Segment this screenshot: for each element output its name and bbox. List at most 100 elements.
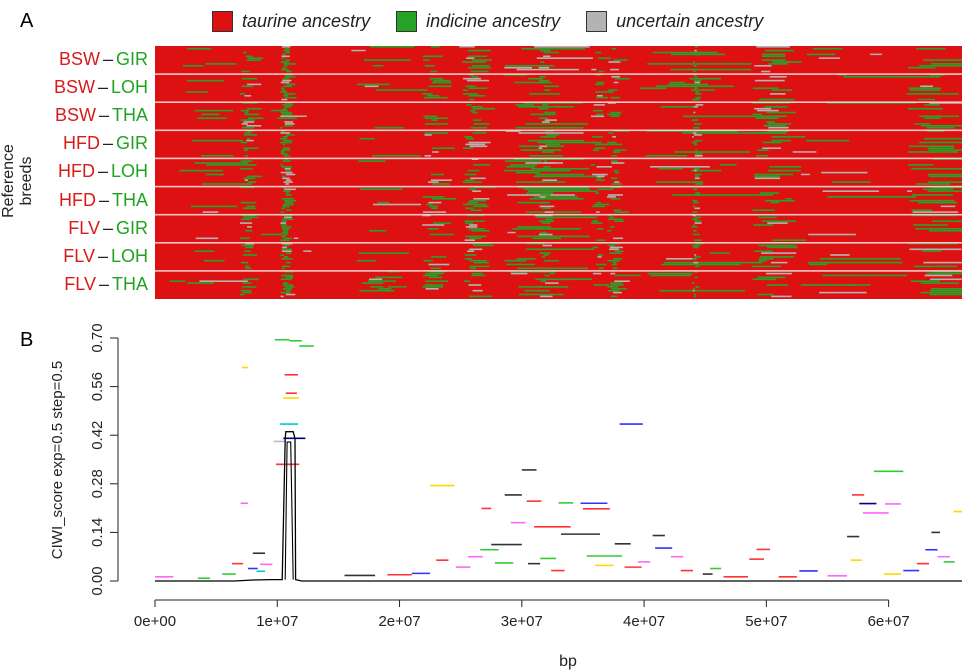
indicine-segment	[931, 288, 962, 290]
indicine-segment	[464, 179, 474, 181]
indicine-segment	[282, 160, 291, 162]
indicine-segment	[473, 261, 489, 264]
uncertain-segment	[771, 295, 792, 298]
indicine-segment	[244, 250, 251, 252]
indicine-segment	[611, 155, 617, 157]
indicine-segment	[752, 113, 762, 116]
indicine-segment	[282, 205, 290, 208]
indicine-segment	[806, 139, 850, 142]
indicine-segment	[660, 106, 699, 108]
indicine-segment	[468, 66, 491, 69]
indicine-segment	[595, 51, 602, 54]
uncertain-segment	[693, 106, 698, 108]
indicine-segment	[535, 278, 592, 281]
indicine-segment	[682, 132, 787, 134]
indicine-segment	[927, 173, 962, 176]
indicine-segment	[280, 278, 292, 281]
ancestry-segment	[801, 173, 810, 176]
indicine-segment	[542, 201, 550, 204]
indicine-segment	[597, 188, 614, 191]
indicine-segment	[428, 85, 452, 88]
indicine-segment	[931, 63, 962, 65]
ancestry-segment	[388, 286, 407, 288]
indicine-segment	[529, 93, 560, 95]
indicine-segment	[532, 237, 552, 240]
indicine-segment	[280, 61, 289, 63]
indicine-segment	[692, 233, 700, 236]
ancestry-segment	[507, 231, 516, 234]
indicine-segment	[468, 55, 487, 58]
uncertain-segment	[694, 222, 702, 224]
indicine-segment	[596, 228, 604, 230]
uncertain-segment	[593, 104, 605, 106]
indicine-segment	[375, 276, 403, 279]
indicine-segment	[613, 258, 623, 260]
uncertain-segment	[281, 98, 288, 101]
indicine-segment	[247, 117, 264, 119]
indicine-segment	[614, 211, 629, 213]
indicine-segment	[544, 89, 551, 91]
indicine-segment	[692, 141, 697, 144]
uncertain-segment	[694, 169, 697, 172]
indicine-segment	[283, 155, 290, 157]
uncertain-segment	[694, 155, 703, 157]
indicine-segment	[243, 147, 259, 149]
indicine-segment	[473, 205, 489, 208]
indicine-segment	[424, 284, 444, 286]
indicine-segment	[244, 132, 251, 134]
main-score-inner-line	[284, 441, 294, 580]
indicine-segment	[183, 65, 204, 67]
indicine-segment	[694, 256, 701, 258]
indicine-segment	[920, 282, 960, 284]
indicine-segment	[927, 190, 962, 192]
indicine-segment	[695, 96, 701, 99]
uncertain-segment	[472, 190, 481, 192]
indicine-segment	[693, 229, 697, 232]
x-tick-label: 4e+07	[623, 613, 665, 630]
uncertain-segment	[284, 188, 296, 191]
breed-indicine-name: GIR	[115, 133, 148, 154]
ancestry-segment	[848, 284, 871, 286]
indicine-segment	[545, 228, 561, 230]
uncertain-segment	[609, 248, 619, 251]
indicine-segment	[239, 93, 245, 95]
indicine-segment	[422, 93, 433, 95]
indicine-segment	[912, 194, 954, 196]
indicine-segment	[533, 196, 579, 198]
indicine-segment	[284, 286, 295, 288]
indicine-segment	[592, 220, 598, 222]
breed-pair-dash: –	[98, 273, 109, 294]
uncertain-segment	[912, 211, 959, 213]
breed-indicine-name: LOH	[110, 245, 148, 266]
indicine-segment	[240, 109, 250, 112]
indicine-segment	[906, 93, 959, 95]
ancestry-segment	[792, 151, 817, 153]
indicine-segment	[426, 203, 433, 206]
row-separator	[155, 213, 962, 216]
uncertain-segment	[425, 288, 439, 290]
indicine-segment	[693, 61, 695, 63]
indicine-segment	[611, 288, 627, 290]
indicine-segment	[771, 139, 791, 142]
indicine-segment	[239, 237, 250, 240]
indicine-segment	[284, 47, 290, 50]
indicine-segment	[242, 254, 257, 256]
indicine-segment	[281, 57, 285, 59]
indicine-segment	[610, 284, 624, 286]
indicine-segment	[757, 276, 786, 279]
indicine-segment	[827, 196, 917, 198]
indicine-segment	[431, 256, 447, 258]
x-tick-label: 2e+07	[378, 613, 420, 630]
indicine-segment	[473, 164, 490, 166]
legend-label-indicine: indicine ancestry	[426, 10, 561, 31]
indicine-segment	[613, 169, 618, 172]
indicine-segment	[652, 51, 718, 54]
indicine-segment	[463, 280, 471, 282]
indicine-segment	[283, 95, 289, 97]
ancestry-segment	[293, 237, 299, 239]
indicine-segment	[245, 246, 254, 249]
indicine-segment	[281, 218, 294, 221]
uncertain-segment	[610, 68, 619, 71]
indicine-segment	[514, 81, 552, 84]
indicine-segment	[545, 218, 553, 221]
